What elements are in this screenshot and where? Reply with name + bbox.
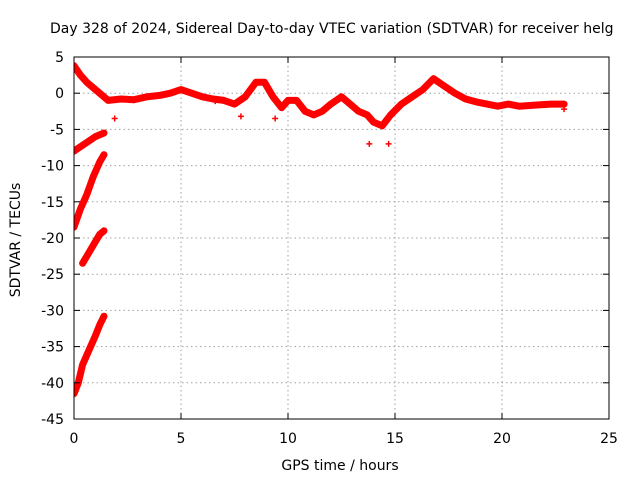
scatter-point xyxy=(561,106,568,113)
series-arc-2 xyxy=(74,151,108,231)
scatter-point xyxy=(385,140,392,147)
y-tick-label: -15 xyxy=(41,195,64,211)
scatter-point xyxy=(212,98,219,105)
x-tick-label: 5 xyxy=(177,431,186,447)
axis-ticks xyxy=(73,56,610,420)
x-tick-label: 20 xyxy=(493,431,511,447)
y-tick-label: -35 xyxy=(41,340,64,356)
series-arc-3 xyxy=(79,227,108,267)
scatter-point xyxy=(272,115,279,122)
x-tick-label: 25 xyxy=(600,431,618,447)
series-arc-4 xyxy=(74,312,108,398)
y-axis-label: SDTVAR / TECUs xyxy=(8,183,24,298)
series-main-trace xyxy=(74,62,568,130)
x-tick-labels: 0 5 10 15 20 25 xyxy=(70,431,618,447)
scatter-point xyxy=(237,113,244,120)
y-tick-label: -25 xyxy=(41,267,64,283)
y-tick-label: -5 xyxy=(50,122,64,138)
y-tick-label: -20 xyxy=(41,231,64,247)
x-tick-label: 0 xyxy=(70,431,79,447)
y-tick-labels: 5 0 -5 -10 -15 -20 -25 -30 -35 -40 -45 xyxy=(41,50,64,428)
data-series xyxy=(74,62,568,398)
chart-title: Day 328 of 2024, Sidereal Day-to-day VTE… xyxy=(50,21,613,37)
x-tick-label: 10 xyxy=(279,431,297,447)
grid-lines xyxy=(74,57,609,419)
y-tick-label: -45 xyxy=(41,412,64,428)
series-arc-1 xyxy=(74,129,108,155)
x-axis-label: GPS time / hours xyxy=(281,458,398,474)
scatter-point xyxy=(366,140,373,147)
y-tick-label: -10 xyxy=(41,159,64,175)
y-tick-label: 5 xyxy=(55,50,64,66)
y-tick-label: -30 xyxy=(41,303,64,319)
x-tick-label: 15 xyxy=(386,431,404,447)
y-tick-label: 0 xyxy=(55,86,64,102)
scatter-point xyxy=(111,115,118,122)
scatter-point xyxy=(402,97,409,104)
y-tick-label: -40 xyxy=(41,376,64,392)
